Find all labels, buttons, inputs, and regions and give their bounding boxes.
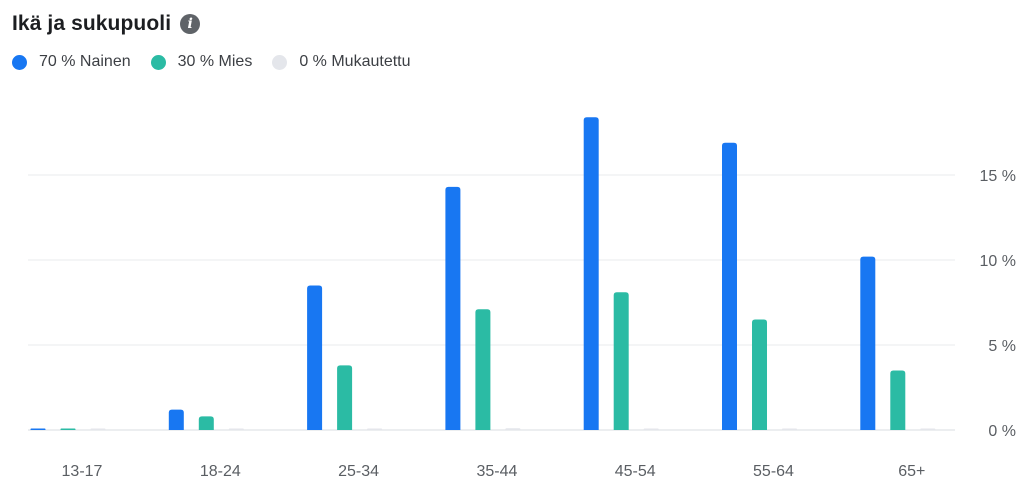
legend-swatch-nainen — [12, 54, 27, 70]
legend-item-nainen[interactable]: 70 % Nainen — [12, 53, 131, 71]
legend-item-mukautettu[interactable]: 0 % Mukautettu — [272, 53, 411, 71]
bar-mies-65+ — [890, 370, 906, 430]
bar-mukautettu-55-64 — [782, 428, 797, 430]
y-tick-label: 15 % — [980, 168, 1016, 185]
x-tick-label: 55-64 — [753, 463, 794, 480]
bar-mies-18-24 — [198, 416, 214, 430]
legend-swatch-mies — [150, 54, 166, 70]
bar-nainen-65+ — [860, 256, 876, 430]
bar-nainen-55-64 — [722, 142, 737, 430]
y-tick-label: 10 % — [980, 253, 1016, 270]
bar-nainen-13-17 — [30, 428, 46, 430]
bar-mies-55-64 — [752, 319, 767, 430]
x-axis-labels: 13-17 18-24 25-34 35-44 45-54 55-64 65+ — [62, 463, 926, 480]
legend-label-mies: 30 % Mies — [177, 53, 253, 70]
info-icon[interactable]: i — [180, 14, 201, 34]
bar-nainen-18-24 — [168, 409, 184, 430]
x-tick-label: 25-34 — [338, 463, 379, 480]
gridlines — [28, 174, 955, 431]
chart-title: Ikä ja sukupuoli — [12, 12, 172, 35]
legend-swatch-mukautettu — [272, 54, 288, 70]
bar-mukautettu-35-44 — [505, 428, 521, 430]
bar-nainen-35-44 — [445, 186, 461, 430]
y-axis-labels: 0 % 5 % 10 % 15 % — [980, 168, 1016, 440]
bars — [30, 117, 936, 430]
bar-mukautettu-13-17 — [90, 428, 106, 430]
bar-mies-13-17 — [60, 428, 76, 430]
bar-mukautettu-45-54 — [643, 428, 659, 430]
x-tick-label: 65+ — [898, 463, 925, 480]
bar-mukautettu-18-24 — [228, 428, 244, 430]
bar-mukautettu-65+ — [920, 428, 936, 430]
bar-mukautettu-25-34 — [367, 428, 383, 430]
bar-nainen-45-54 — [583, 117, 599, 430]
x-tick-label: 35-44 — [476, 463, 517, 480]
legend-label-nainen: 70 % Nainen — [39, 53, 131, 70]
legend-label-mukautettu: 0 % Mukautettu — [299, 53, 411, 70]
bar-mies-35-44 — [475, 309, 491, 430]
legend: 70 % Nainen 30 % Mies 0 % Mukautettu — [12, 53, 431, 71]
bar-mies-45-54 — [613, 292, 629, 430]
legend-item-mies[interactable]: 30 % Mies — [150, 53, 253, 71]
bar-mies-25-34 — [337, 365, 353, 430]
chart-header: Ikä ja sukupuoli i — [12, 12, 201, 36]
x-tick-label: 13-17 — [62, 463, 103, 480]
bar-nainen-25-34 — [307, 285, 323, 430]
y-tick-label: 0 % — [988, 423, 1016, 440]
x-tick-label: 18-24 — [200, 463, 241, 480]
x-tick-label: 45-54 — [615, 463, 656, 480]
y-tick-label: 5 % — [988, 338, 1016, 355]
